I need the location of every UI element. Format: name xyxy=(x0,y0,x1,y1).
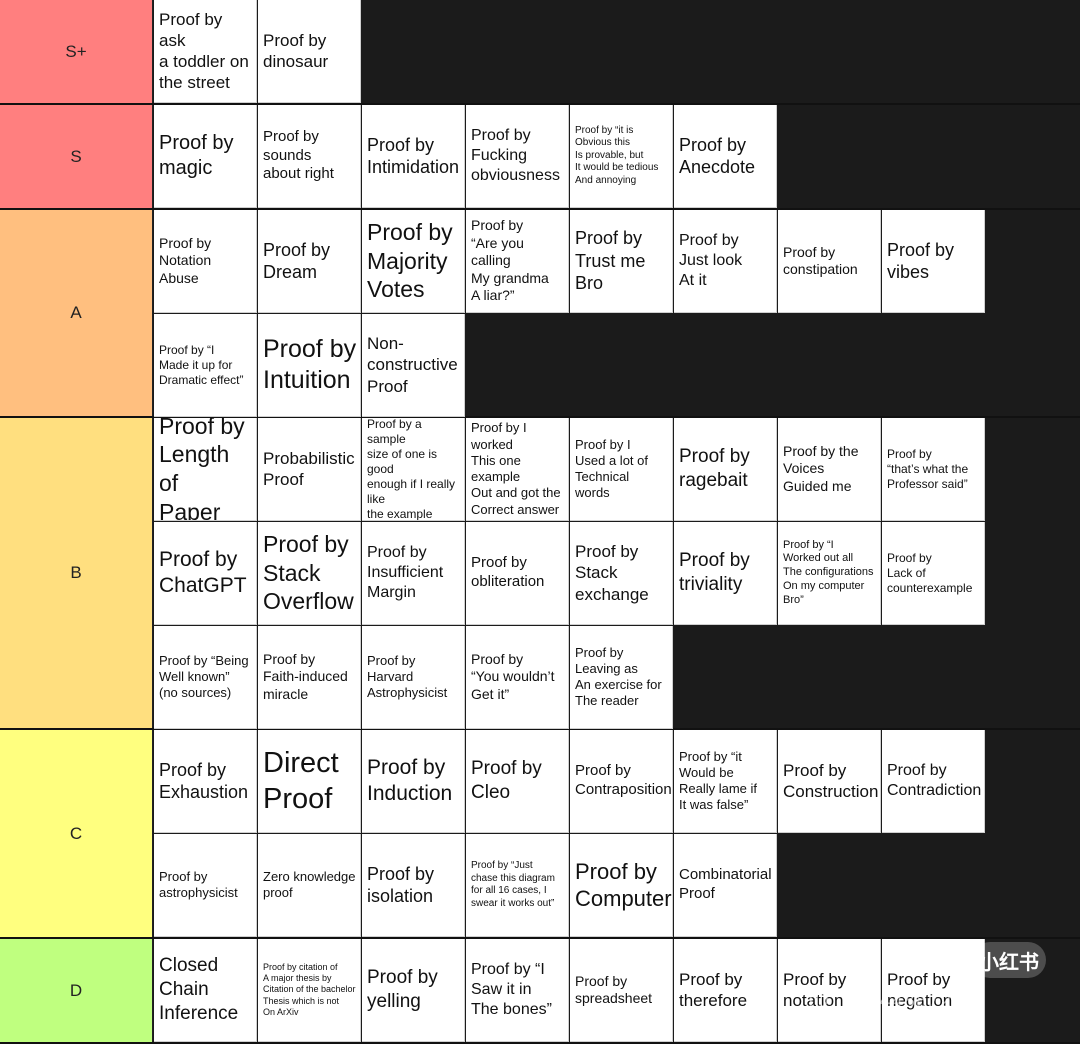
tier-item-card[interactable]: Proof by triviality xyxy=(674,522,777,625)
tier-item-card[interactable]: Proof by notation xyxy=(778,939,881,1042)
tier-item-card[interactable]: Proof by Stack exchange xyxy=(570,522,673,625)
tier-item-card[interactable]: Proof by ask a toddler on the street xyxy=(154,0,257,103)
tier-item-card[interactable]: Proof by Length of Paper xyxy=(154,418,257,521)
xiaohongshu-logo-watermark: 小红书 xyxy=(972,942,1046,978)
tier-item-card[interactable]: Zero knowledge proof xyxy=(258,834,361,937)
tier-item-card[interactable]: Proof by Faith-induced miracle xyxy=(258,626,361,729)
tier-item-card[interactable]: Proof by Exhaustion xyxy=(154,730,257,833)
tier-item-card[interactable]: Proof by citation of A major thesis by C… xyxy=(258,939,361,1042)
tier-item-card[interactable]: Proof by Anecdote xyxy=(674,105,777,208)
tier-item-card[interactable]: Proof by “Just chase this diagram for al… xyxy=(466,834,569,937)
tier-item-card[interactable]: Closed Chain Inference xyxy=(154,939,257,1042)
tier-item-card[interactable]: Probabilistic Proof xyxy=(258,418,361,521)
tier-row-c: C Proof by Exhaustion Direct Proof Proof by… xyxy=(0,730,1080,939)
watermark-id: ID: 266448872 xyxy=(808,990,953,1012)
tier-item-card[interactable]: Proof by I worked This one example Out a… xyxy=(466,418,569,521)
tier-item-card[interactable]: Proof by Majority Votes xyxy=(362,210,465,313)
tier-row-s: S Proof by magic Proof by sounds about rig… xyxy=(0,105,1080,210)
tier-row-d: D Closed Chain Inference Proof by citation… xyxy=(0,939,1080,1044)
tier-item-card[interactable]: Proof by vibes xyxy=(882,210,985,313)
tier-item-card[interactable]: Proof by a sample size of one is good en… xyxy=(362,418,465,521)
tier-label[interactable]: S+ xyxy=(0,0,153,103)
tier-item-card[interactable]: Proof by constipation xyxy=(778,210,881,313)
tier-item-card[interactable]: Proof by “Are you calling My grandma A l… xyxy=(466,210,569,313)
tier-item-card[interactable]: Proof by “it is Obvious this Is provable… xyxy=(570,105,673,208)
tier-row-s-plus: S+ Proof by ask a toddler on the street Pr… xyxy=(0,0,1080,105)
tier-item-card[interactable]: Proof by therefore xyxy=(674,939,777,1042)
tier-item-card[interactable]: Proof by Harvard Astrophysicist xyxy=(362,626,465,729)
tier-item-card[interactable]: Proof by Intimidation xyxy=(362,105,465,208)
tier-row-a: A Proof by Notation Abuse Proof by Dream Pr… xyxy=(0,210,1080,418)
tier-label[interactable]: C xyxy=(0,730,153,937)
tier-item-card[interactable]: Proof by Lack of counterexample xyxy=(882,522,985,625)
tier-item-card[interactable]: Direct Proof xyxy=(258,730,361,833)
tier-item-card[interactable]: Proof by Trust me Bro xyxy=(570,210,673,313)
tier-item-card[interactable]: Proof by the Voices Guided me xyxy=(778,418,881,521)
tier-row-b: B Proof by Length of Paper Probabilistic P… xyxy=(0,418,1080,730)
tier-item-card[interactable]: Proof by Cleo xyxy=(466,730,569,833)
tier-item-card[interactable]: Proof by Construction xyxy=(778,730,881,833)
tier-item-card[interactable]: Proof by sounds about right xyxy=(258,105,361,208)
tier-label[interactable]: S xyxy=(0,105,153,208)
tier-item-card[interactable]: Proof by magic xyxy=(154,105,257,208)
tier-item-card[interactable]: Proof by “I Made it up for Dramatic effe… xyxy=(154,314,257,417)
tier-item-card[interactable]: Proof by Dream xyxy=(258,210,361,313)
tier-item-card[interactable]: Proof by yelling xyxy=(362,939,465,1042)
tier-item-card[interactable]: Proof by spreadsheet xyxy=(570,939,673,1042)
tier-item-card[interactable]: Proof by Induction xyxy=(362,730,465,833)
tier-item-card[interactable]: Non- constructive Proof xyxy=(362,314,465,417)
tier-item-card[interactable]: Proof by Just look At it xyxy=(674,210,777,313)
tier-item-card[interactable]: Proof by I Used a lot of Technical words xyxy=(570,418,673,521)
tier-item-card[interactable]: Proof by Computer xyxy=(570,834,673,937)
tier-label[interactable]: A xyxy=(0,210,153,416)
tier-item-card[interactable]: Proof by isolation xyxy=(362,834,465,937)
tier-item-card[interactable]: Proof by ragebait xyxy=(674,418,777,521)
tier-item-card[interactable]: Proof by “I Worked out all The configura… xyxy=(778,522,881,625)
tier-item-card[interactable]: Proof by Contradiction xyxy=(882,730,985,833)
tier-item-card[interactable]: Combinatorial Proof xyxy=(674,834,777,937)
tier-item-card[interactable]: Proof by “I Saw it in The bones” xyxy=(466,939,569,1042)
tier-item-card[interactable]: Proof by “that’s what the Professor said… xyxy=(882,418,985,521)
tier-item-card[interactable]: Proof by Insufficient Margin xyxy=(362,522,465,625)
tier-item-card[interactable]: Proof by Fucking obviousness xyxy=(466,105,569,208)
tier-item-card[interactable]: Proof by Leaving as An exercise for The … xyxy=(570,626,673,729)
tier-item-card[interactable]: Proof by Intuition xyxy=(258,314,361,417)
tier-label[interactable]: D xyxy=(0,939,153,1042)
tier-item-card[interactable]: Proof by astrophysicist xyxy=(154,834,257,937)
tier-item-card[interactable]: Proof by “Being Well known” (no sources) xyxy=(154,626,257,729)
tier-item-card[interactable]: Proof by “it Would be Really lame if It … xyxy=(674,730,777,833)
tier-item-card[interactable]: Proof by dinosaur xyxy=(258,0,361,103)
tier-label[interactable]: B xyxy=(0,418,153,728)
tier-item-card[interactable]: Proof by obliteration xyxy=(466,522,569,625)
tier-item-card[interactable]: Proof by Stack Overflow xyxy=(258,522,361,625)
tier-item-card[interactable]: Proof by Contraposition xyxy=(570,730,673,833)
tier-item-card[interactable]: Proof by ChatGPT xyxy=(154,522,257,625)
tier-item-card[interactable]: Proof by negation xyxy=(882,939,985,1042)
tier-item-card[interactable]: Proof by “You wouldn’t Get it” xyxy=(466,626,569,729)
tier-item-card[interactable]: Proof by Notation Abuse xyxy=(154,210,257,313)
